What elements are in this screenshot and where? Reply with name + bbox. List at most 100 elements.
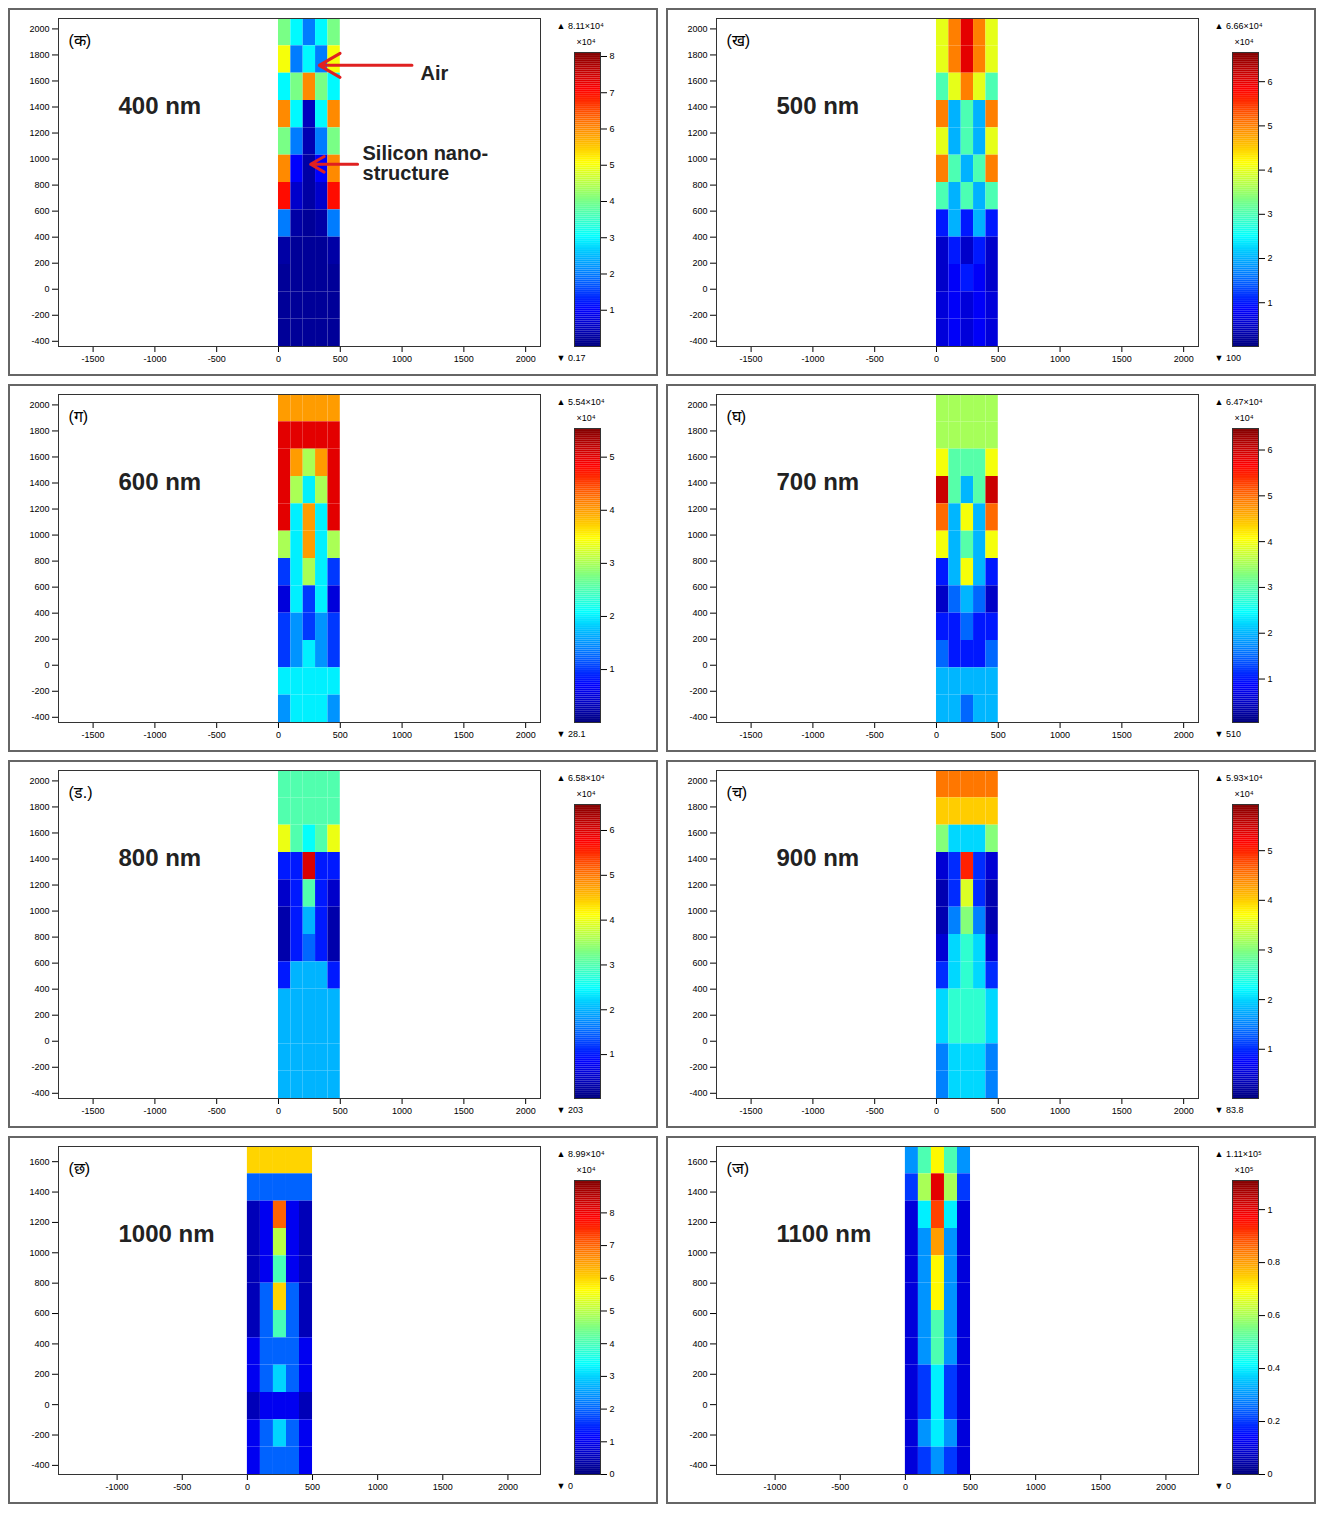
svg-text:1600: 1600 (687, 76, 707, 86)
svg-text:5: 5 (610, 452, 615, 462)
svg-text:6: 6 (1268, 445, 1273, 455)
svg-text:(छ): (छ) (69, 1160, 91, 1177)
svg-text:1800: 1800 (687, 50, 707, 60)
svg-text:-400: -400 (689, 336, 707, 346)
svg-text:-1000: -1000 (801, 730, 824, 740)
svg-text:200: 200 (34, 1369, 49, 1379)
svg-text:-1000: -1000 (143, 354, 166, 364)
svg-text:-500: -500 (866, 1106, 884, 1116)
svg-text:1000: 1000 (368, 1482, 388, 1492)
svg-text:800: 800 (34, 1278, 49, 1288)
svg-text:200: 200 (34, 258, 49, 268)
svg-text:500: 500 (991, 1106, 1006, 1116)
svg-text:Silicon nano-structure: Silicon nano-structure (363, 142, 489, 184)
svg-text:0.6: 0.6 (1268, 1310, 1281, 1320)
svg-text:×10⁴: ×10⁴ (577, 789, 596, 799)
svg-text:1800: 1800 (687, 426, 707, 436)
svg-text:1000: 1000 (29, 906, 49, 916)
svg-text:800: 800 (692, 1278, 707, 1288)
svg-text:2000: 2000 (29, 24, 49, 34)
svg-text:▲ 8.11×10⁴: ▲ 8.11×10⁴ (557, 21, 605, 31)
svg-text:1600: 1600 (29, 1157, 49, 1167)
svg-text:5: 5 (1268, 846, 1273, 856)
svg-text:400: 400 (34, 984, 49, 994)
svg-text:-1000: -1000 (801, 1106, 824, 1116)
svg-text:1600: 1600 (687, 828, 707, 838)
svg-text:-200: -200 (31, 1062, 49, 1072)
svg-text:2000: 2000 (498, 1482, 518, 1492)
svg-text:1: 1 (610, 1049, 615, 1059)
svg-text:0: 0 (1268, 1469, 1273, 1479)
svg-text:1400: 1400 (687, 478, 707, 488)
svg-text:-1500: -1500 (740, 730, 763, 740)
svg-text:▲ 5.93×10⁴: ▲ 5.93×10⁴ (1215, 773, 1263, 783)
svg-text:▲ 1.11×10⁵: ▲ 1.11×10⁵ (1215, 1149, 1263, 1159)
svg-text:▼ 83.8: ▼ 83.8 (1215, 1105, 1244, 1115)
svg-text:1800: 1800 (29, 426, 49, 436)
svg-text:2000: 2000 (29, 400, 49, 410)
svg-text:400: 400 (692, 608, 707, 618)
svg-text:500: 500 (333, 1106, 348, 1116)
svg-text:-1500: -1500 (82, 730, 105, 740)
svg-text:1400: 1400 (29, 478, 49, 488)
svg-text:600: 600 (34, 958, 49, 968)
svg-text:1000: 1000 (392, 354, 412, 364)
svg-text:1500: 1500 (454, 1106, 474, 1116)
svg-text:6: 6 (1268, 77, 1273, 87)
svg-text:1000: 1000 (29, 530, 49, 540)
svg-text:0: 0 (276, 1106, 281, 1116)
svg-text:(ड.): (ड.) (69, 784, 93, 801)
svg-text:-400: -400 (31, 1088, 49, 1098)
svg-text:2: 2 (610, 1404, 615, 1414)
svg-text:2000: 2000 (516, 1106, 536, 1116)
svg-text:1200: 1200 (29, 880, 49, 890)
svg-text:(च): (च) (727, 784, 748, 801)
svg-text:1100 nm: 1100 nm (777, 1220, 872, 1247)
svg-text:-1500: -1500 (740, 354, 763, 364)
svg-text:2000: 2000 (687, 24, 707, 34)
svg-text:500: 500 (333, 354, 348, 364)
svg-text:1: 1 (1268, 1205, 1273, 1215)
svg-text:-1500: -1500 (82, 1106, 105, 1116)
svg-text:700 nm: 700 nm (777, 468, 860, 495)
svg-text:1: 1 (1268, 1044, 1273, 1054)
svg-text:800: 800 (692, 180, 707, 190)
svg-text:600 nm: 600 nm (119, 468, 202, 495)
svg-text:(घ): (घ) (727, 408, 747, 425)
svg-text:600: 600 (692, 582, 707, 592)
svg-text:1600: 1600 (29, 452, 49, 462)
svg-text:-200: -200 (31, 310, 49, 320)
svg-text:1: 1 (610, 1437, 615, 1447)
svg-text:×10⁴: ×10⁴ (1235, 37, 1254, 47)
svg-text:600: 600 (692, 206, 707, 216)
svg-text:-400: -400 (689, 712, 707, 722)
svg-text:×10⁵: ×10⁵ (1235, 1165, 1254, 1175)
svg-text:3: 3 (1268, 209, 1273, 219)
svg-text:-400: -400 (31, 1460, 49, 1470)
svg-text:4: 4 (610, 505, 615, 515)
svg-text:5: 5 (610, 870, 615, 880)
svg-text:1800: 1800 (29, 802, 49, 812)
svg-text:-200: -200 (689, 1062, 707, 1072)
svg-text:2000: 2000 (1156, 1482, 1176, 1492)
svg-text:500: 500 (991, 354, 1006, 364)
svg-text:3: 3 (610, 960, 615, 970)
svg-text:0: 0 (702, 660, 707, 670)
svg-text:▼ 0: ▼ 0 (1215, 1481, 1231, 1491)
svg-text:1500: 1500 (454, 730, 474, 740)
svg-text:-400: -400 (689, 1088, 707, 1098)
svg-text:1500: 1500 (454, 354, 474, 364)
svg-text:1200: 1200 (29, 1217, 49, 1227)
svg-text:3: 3 (610, 233, 615, 243)
svg-text:0: 0 (44, 660, 49, 670)
svg-text:2000: 2000 (1174, 354, 1194, 364)
svg-text:3: 3 (610, 1371, 615, 1381)
svg-text:1500: 1500 (433, 1482, 453, 1492)
svg-text:1600: 1600 (29, 828, 49, 838)
svg-text:0: 0 (903, 1482, 908, 1492)
svg-text:8: 8 (610, 51, 615, 61)
svg-text:2: 2 (1268, 628, 1273, 638)
svg-text:500: 500 (305, 1482, 320, 1492)
svg-text:1: 1 (610, 305, 615, 315)
svg-text:4: 4 (1268, 165, 1273, 175)
